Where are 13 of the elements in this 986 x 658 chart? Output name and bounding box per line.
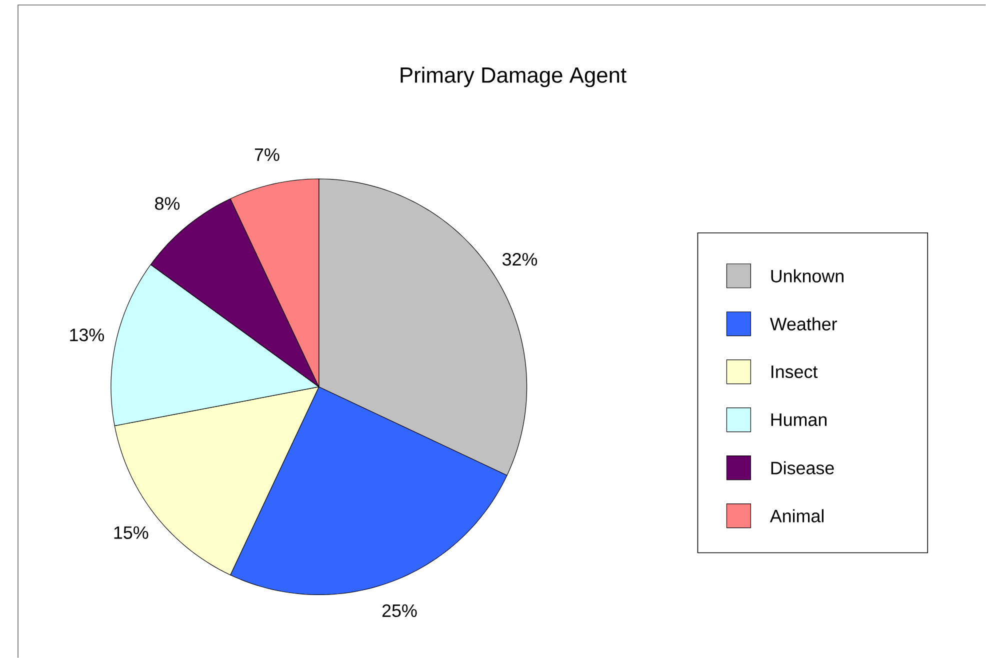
data-label: 8% bbox=[155, 197, 180, 210]
legend-label: Unknown bbox=[771, 269, 844, 282]
chart-title: Primary Damage Agent bbox=[400, 66, 626, 88]
legend-label: Insect bbox=[772, 366, 818, 378]
data-label: 7% bbox=[254, 148, 280, 161]
data-label: 15% bbox=[114, 526, 148, 539]
data-label: 13% bbox=[70, 328, 104, 342]
legend-label: Weather bbox=[770, 317, 838, 330]
legend-label: Disease bbox=[771, 461, 834, 474]
data-label: 25% bbox=[382, 604, 417, 617]
legend-label: Human bbox=[771, 414, 827, 426]
legend-label: Animal bbox=[770, 509, 824, 522]
data-label: 32% bbox=[502, 252, 538, 266]
